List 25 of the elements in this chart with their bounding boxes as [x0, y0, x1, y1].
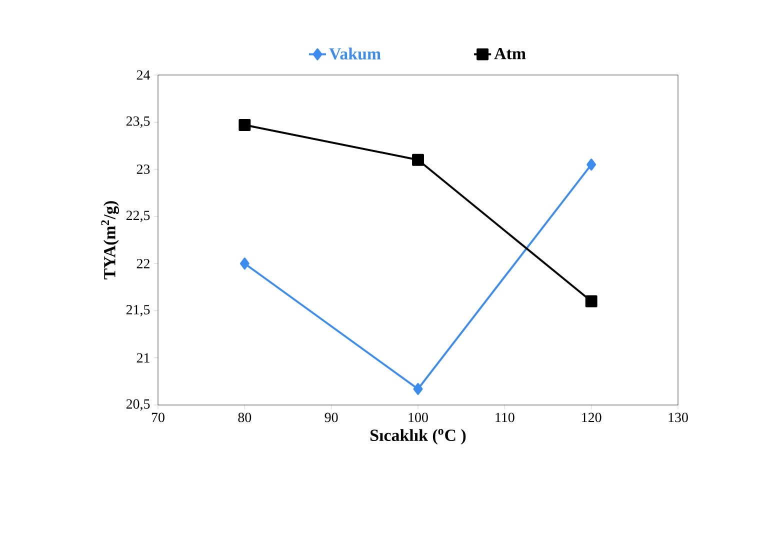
y-tick-label: 23,5 [126, 116, 150, 128]
y-axis-title: TYA(m$^{2}$/g) [101, 201, 119, 280]
point [240, 258, 250, 270]
x-tick-label: 130 [668, 412, 688, 422]
y-tick-label: 24 [136, 70, 150, 80]
y-tick-label: 21 [136, 353, 150, 362]
x-tick-label: 90 [324, 412, 338, 422]
y-tick-label: 20,5 [126, 399, 150, 411]
point [586, 158, 596, 171]
x-tick-label: 110 [496, 412, 514, 422]
x-axis-title: Sıcaklık ($^{o}$C ) [370, 429, 466, 444]
x-tick-label: 70 [152, 412, 164, 422]
point [238, 118, 251, 131]
point [413, 382, 423, 395]
y-tick-label: 23 [136, 164, 150, 174]
legend-label: Atm [494, 48, 526, 60]
x-tick-label: 80 [238, 412, 252, 422]
y-tick-label: 22,5 [126, 210, 150, 222]
x-tick-label: 100 [408, 412, 428, 422]
legend-label: Vakum [329, 48, 381, 60]
point [585, 295, 598, 308]
y-tick-label: 21,5 [126, 305, 150, 316]
point [412, 154, 424, 166]
y-tick-label: 22 [136, 258, 150, 268]
x-tick-label: 120 [582, 412, 602, 422]
